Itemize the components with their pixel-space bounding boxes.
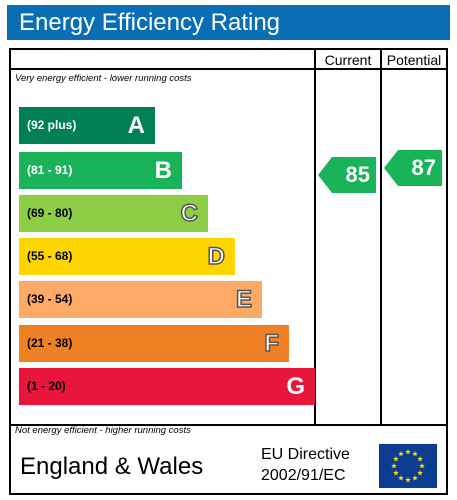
band-a: (92 plus) A xyxy=(19,107,155,144)
band-c-range: (69 - 80) xyxy=(27,206,73,220)
title-bar: Energy Efficiency Rating xyxy=(7,5,450,40)
band-d: (55 - 68) D xyxy=(19,238,235,275)
band-b-range: (81 - 91) xyxy=(27,163,73,177)
band-e: (39 - 54) E xyxy=(19,281,262,318)
potential-rating-shape xyxy=(384,150,442,186)
potential-rating-arrow: 87 xyxy=(384,150,442,186)
band-d-letter: D xyxy=(207,242,226,271)
eu-star-icon xyxy=(391,463,397,469)
band-g: (1 - 20) G xyxy=(19,368,315,405)
band-f-letter: F xyxy=(264,329,280,358)
band-d-range: (55 - 68) xyxy=(27,249,73,263)
band-f: (21 - 38) F xyxy=(19,325,289,362)
eu-star-icon xyxy=(393,456,399,462)
band-e-range: (39 - 54) xyxy=(27,292,73,306)
eu-star-icon xyxy=(398,475,404,481)
current-rating-shape xyxy=(318,157,376,193)
current-column-divider xyxy=(314,48,316,426)
potential-column-divider xyxy=(380,48,382,426)
band-g-range: (1 - 20) xyxy=(27,379,66,393)
potential-rating-value: 87 xyxy=(411,155,436,180)
rating-frame xyxy=(9,48,448,495)
eu-star-icon xyxy=(398,450,404,457)
page-title: Energy Efficiency Rating xyxy=(19,9,281,36)
eu-star-icon xyxy=(417,470,423,476)
bottom-note: Not energy efficient - higher running co… xyxy=(15,425,191,436)
band-b-letter: B xyxy=(154,157,172,184)
top-note: Very energy efficient - lower running co… xyxy=(15,73,192,84)
band-e-letter: E xyxy=(235,285,253,314)
eu-star-icon xyxy=(412,475,418,481)
eu-star-icon xyxy=(419,463,425,469)
current-column-header: Current xyxy=(324,52,372,68)
footer-directive: EU Directive 2002/91/EC xyxy=(261,444,350,486)
potential-column-header: Potential xyxy=(386,52,442,68)
band-c-letter: C xyxy=(180,199,199,228)
band-g-letter: G xyxy=(286,373,305,400)
eu-star-icon xyxy=(393,470,399,476)
directive-line-1: EU Directive xyxy=(261,446,350,463)
band-a-letter: A xyxy=(127,112,145,139)
footer-country: England & Wales xyxy=(20,453,204,480)
eu-star-icon xyxy=(405,477,411,483)
current-rating-arrow: 85 xyxy=(318,157,376,193)
eu-star-icon xyxy=(412,450,418,457)
band-b: (81 - 91) B xyxy=(19,152,182,189)
current-rating-value: 85 xyxy=(345,162,370,187)
footer-divider xyxy=(9,424,448,426)
band-a-range: (92 plus) xyxy=(27,118,77,132)
band-f-range: (21 - 38) xyxy=(27,336,73,350)
eu-flag-icon xyxy=(379,444,437,488)
directive-line-2: 2002/91/EC xyxy=(261,467,346,484)
band-c: (69 - 80) C xyxy=(19,195,208,232)
header-divider xyxy=(9,68,448,70)
eu-star-icon xyxy=(405,449,411,455)
eu-star-icon xyxy=(417,456,423,462)
eu-flag-stars xyxy=(391,449,425,483)
